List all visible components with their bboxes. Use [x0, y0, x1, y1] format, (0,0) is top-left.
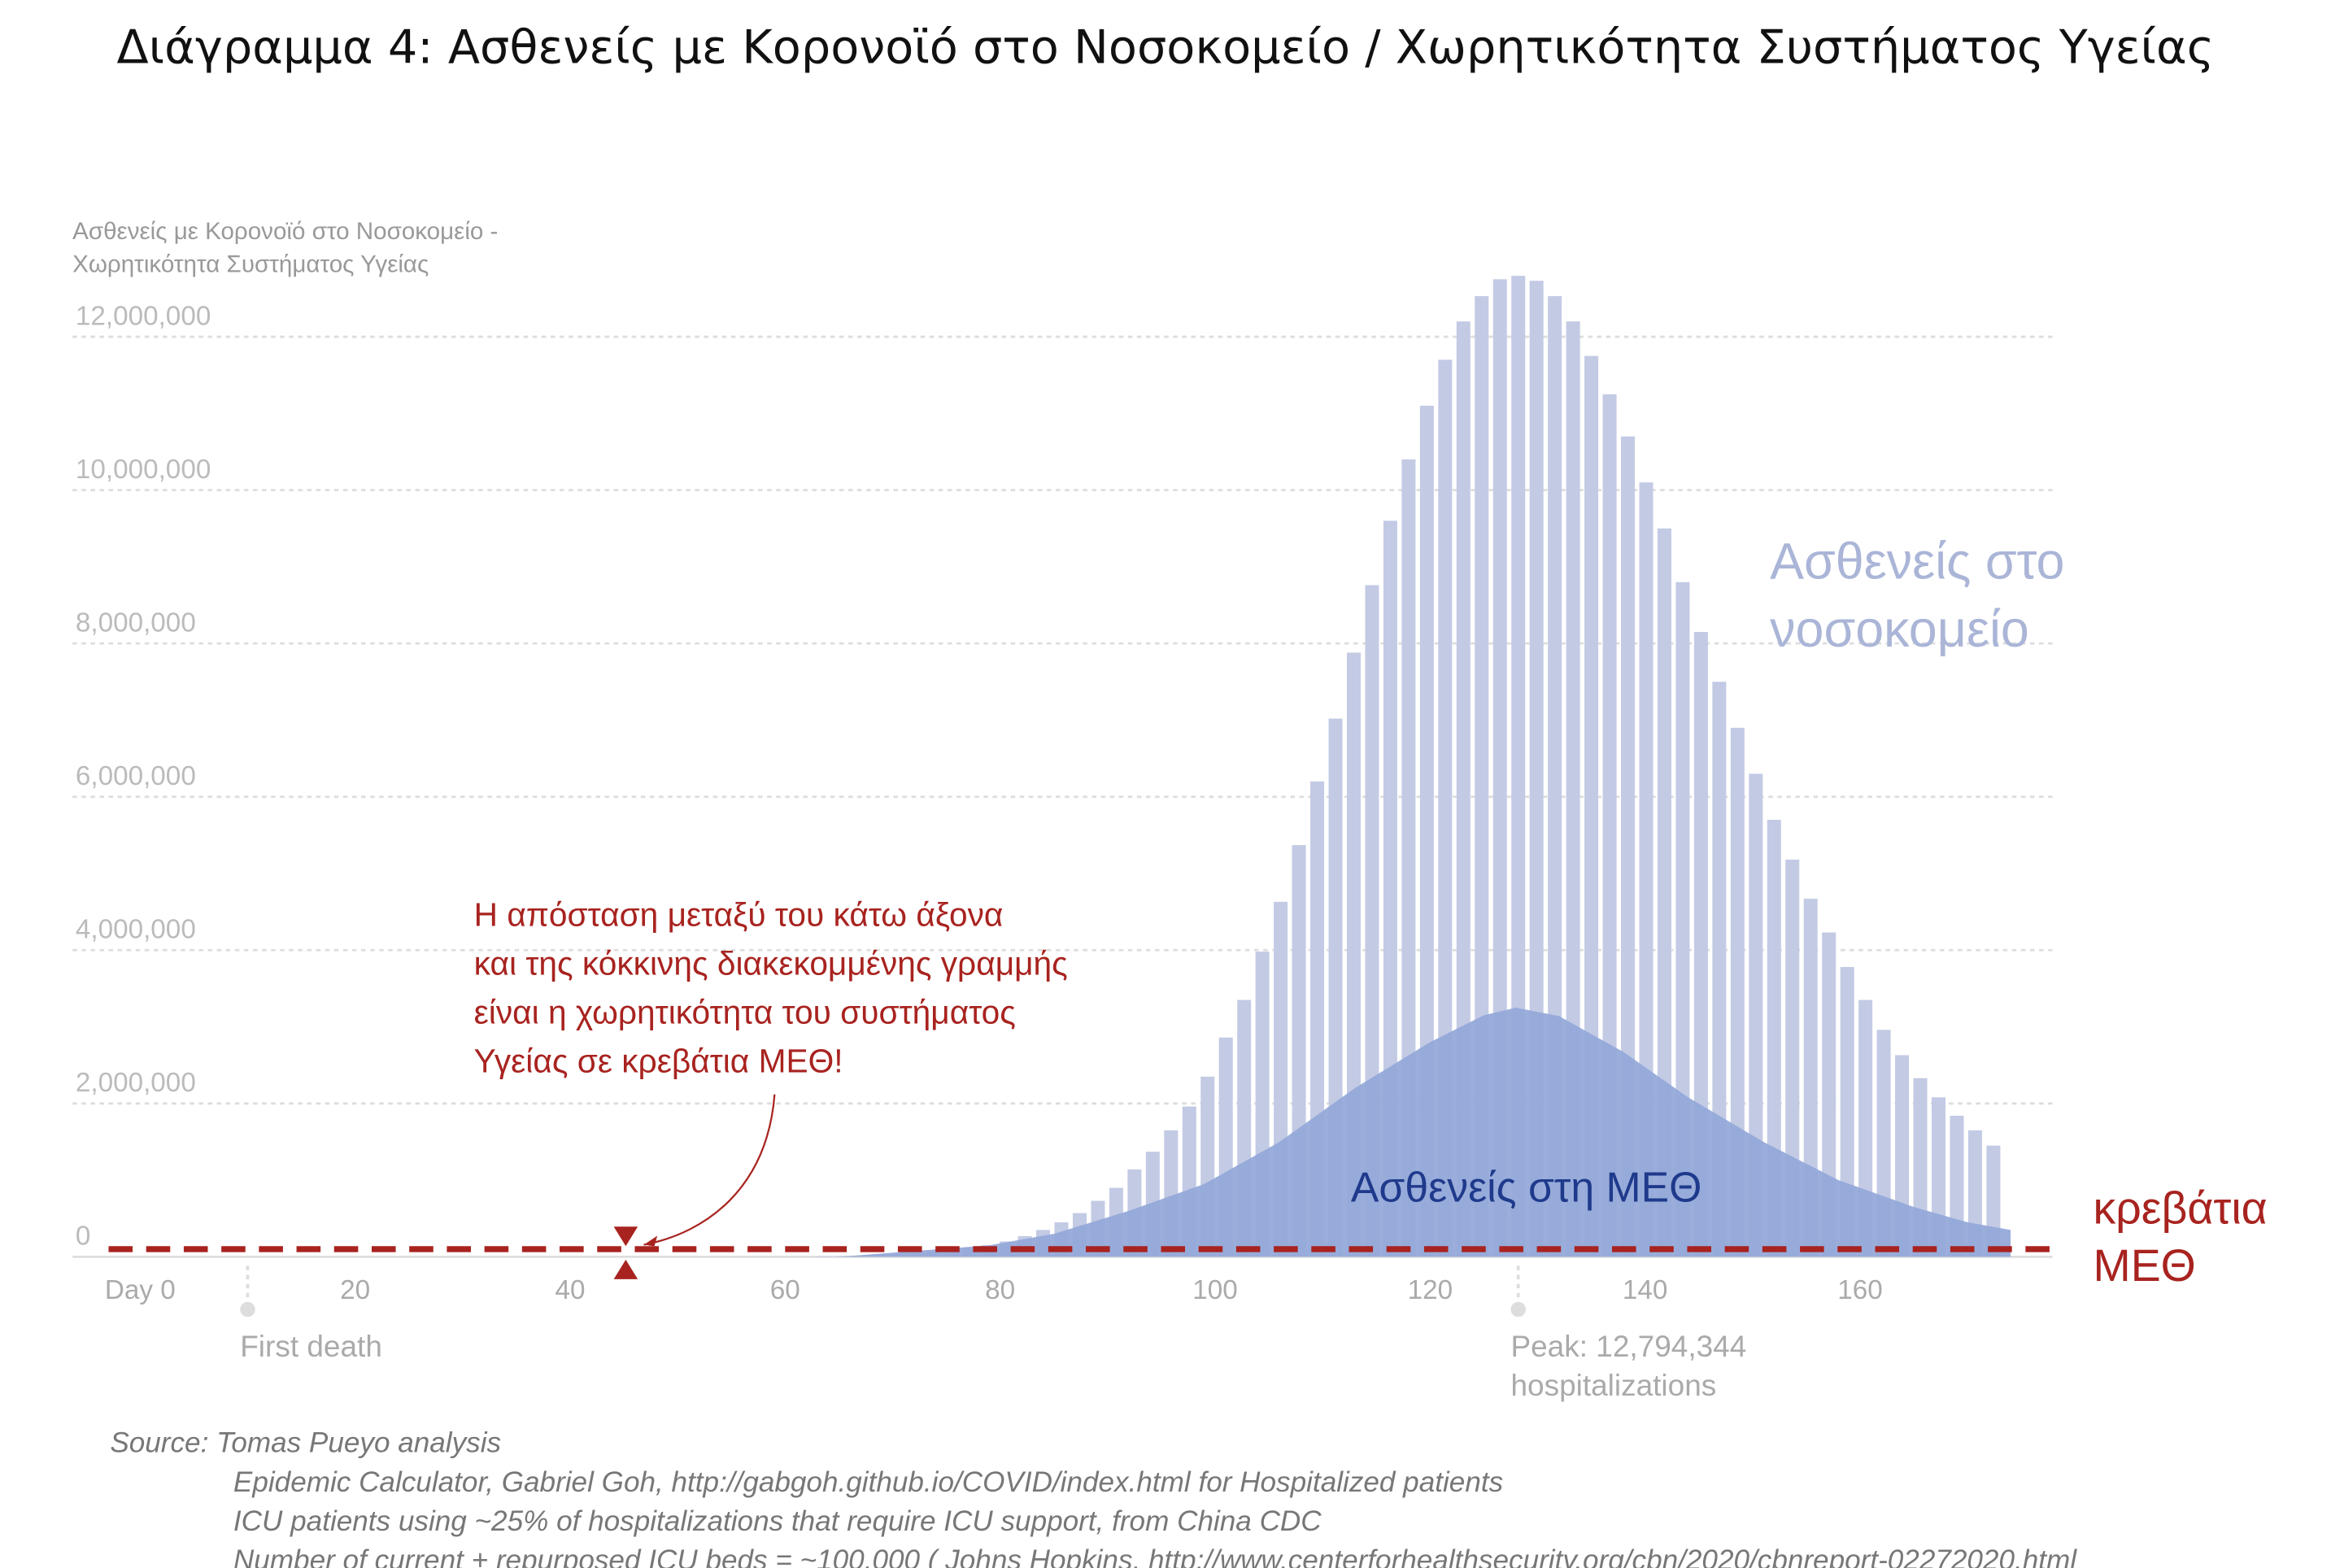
x-tick-label: Day 0	[105, 1275, 176, 1305]
annotation-arrow	[643, 1094, 776, 1246]
y-tick-label: 2,000,000	[76, 1068, 196, 1098]
arrow-head	[643, 1235, 658, 1247]
x-tick-label: 20	[340, 1275, 370, 1305]
y-tick-label: 10,000,000	[76, 455, 211, 485]
series-label: Ασθενείς στη ΜΕΘ	[1351, 1164, 1702, 1211]
annotation-text: είναι η χωρητικότητα του συστήματος	[474, 993, 1016, 1030]
bar	[1693, 632, 1708, 1257]
x-tick-label: 120	[1408, 1275, 1453, 1305]
x-tick-label: 140	[1623, 1275, 1668, 1305]
bar	[1438, 359, 1453, 1257]
source-note: Number of current + repurposed ICU beds …	[233, 1544, 2077, 1568]
y-tick-label: 0	[76, 1222, 91, 1252]
x-tick-label: 160	[1837, 1275, 1883, 1305]
bar	[1602, 394, 1617, 1257]
annotation-text: και της κόκκινης διακεκομμένης γραμμής	[474, 944, 1068, 982]
bar	[1639, 482, 1653, 1257]
y-axis-title: Χωρητικότητα Συστήματος Υγείας	[72, 251, 429, 278]
bar	[1657, 528, 1671, 1257]
series-label: Ασθενείς στο	[1770, 534, 2064, 590]
bar	[1584, 355, 1599, 1257]
icu-capacity-label: ΜΕΘ	[2094, 1240, 2196, 1291]
bar	[1712, 682, 1727, 1257]
source-note: ICU patients using ~25% of hospitalizati…	[233, 1505, 1322, 1537]
bar	[1621, 436, 1636, 1257]
x-tick-label: 60	[770, 1275, 800, 1305]
x-tick-label: 40	[555, 1275, 585, 1305]
event-dot	[240, 1301, 255, 1318]
capacity-marker-bottom	[613, 1259, 638, 1279]
annotation-text: Η απόσταση μεταξύ του κάτω άξονα	[474, 895, 1004, 933]
series-label: νοσοκομείο	[1770, 601, 2029, 658]
source-note: Epidemic Calculator, Gabriel Goh, http:/…	[233, 1466, 1503, 1498]
y-axis-title: Ασθενείς με Κορονοϊό στο Νοσοκομείο -	[72, 218, 498, 245]
bar	[834, 1256, 849, 1257]
x-tick-label: 80	[985, 1275, 1015, 1305]
y-tick-label: 12,000,000	[76, 301, 211, 331]
y-tick-label: 8,000,000	[76, 608, 196, 638]
event-dot	[1510, 1301, 1526, 1318]
area	[839, 1007, 2011, 1257]
y-tick-label: 6,000,000	[76, 761, 196, 791]
icu-capacity-label: κρεβάτια	[2094, 1183, 2268, 1234]
source-note: Source: Tomas Pueyo analysis	[110, 1427, 501, 1459]
event-label: hospitalizations	[1510, 1369, 1716, 1402]
annotation-text: Υγείας σε κρεβάτια ΜΕΘ!	[474, 1043, 843, 1080]
bar	[1675, 581, 1690, 1257]
chart-title: Διάγραμμα 4: Ασθενείς με Κορονοϊό στο Νο…	[117, 20, 2215, 75]
event-label: First death	[240, 1330, 382, 1363]
bar	[1456, 321, 1470, 1257]
x-tick-label: 100	[1192, 1275, 1238, 1305]
y-tick-label: 4,000,000	[76, 914, 196, 944]
event-label: Peak: 12,794,344	[1510, 1330, 1746, 1363]
capacity-marker-top	[613, 1226, 638, 1247]
